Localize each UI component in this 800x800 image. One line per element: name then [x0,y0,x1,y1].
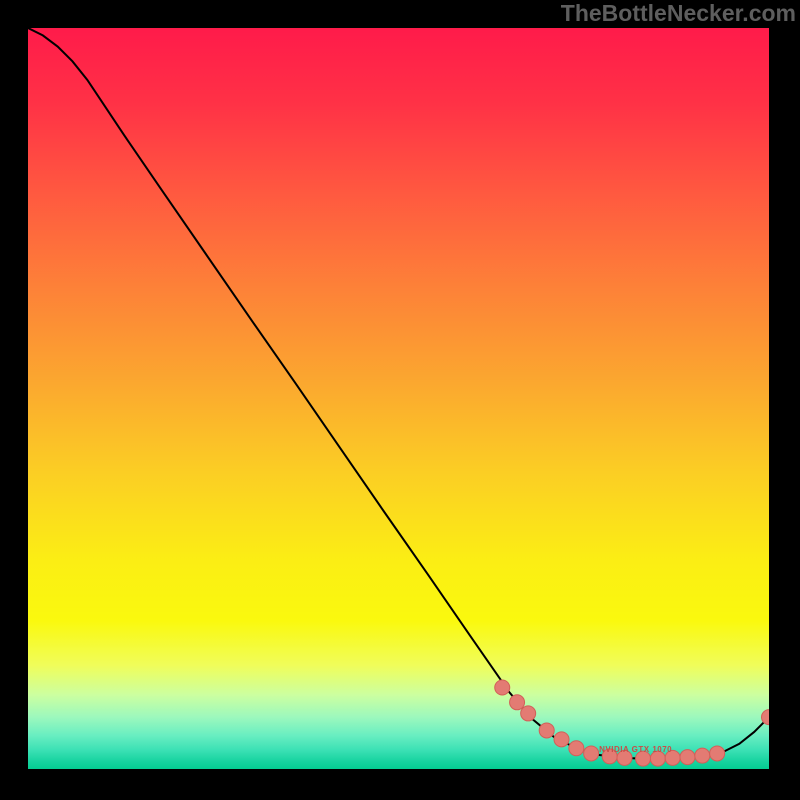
data-marker [554,732,569,747]
plot-area: NVIDIA GTX 1070 [28,28,769,769]
watermark-text: TheBottleNecker.com [561,0,796,27]
data-marker [584,746,599,761]
data-marker [695,748,710,763]
gradient-background [28,28,769,769]
data-marker [569,741,584,756]
data-marker [680,750,695,765]
series-label: NVIDIA GTX 1070 [599,745,672,754]
data-marker [510,695,525,710]
data-marker [521,706,536,721]
chart-stage: NVIDIA GTX 1070 TheBottleNecker.com [0,0,800,800]
data-marker [539,723,554,738]
data-marker [710,746,725,761]
plot-svg: NVIDIA GTX 1070 [28,28,769,769]
data-marker [495,680,510,695]
